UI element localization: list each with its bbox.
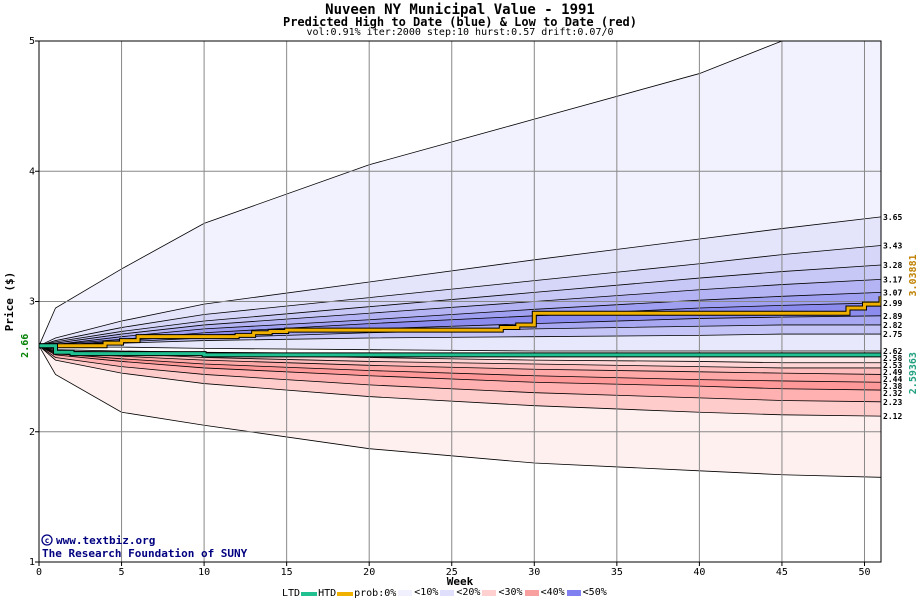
credit-organization: The Research Foundation of SUNY	[42, 547, 248, 560]
right-quantile-label-10: 2.58	[883, 354, 902, 363]
blue-band-9	[39, 334, 881, 351]
ltd-end-value-label: 2.59363	[908, 352, 919, 394]
legend-band-label-1: <20%	[456, 587, 481, 598]
legend-htd-swatch	[337, 591, 354, 596]
legend-band-label-4: <50%	[582, 587, 607, 598]
simulation-parameters: vol:0.91% iter:2000 step:10 hurst:0.57 d…	[306, 27, 614, 38]
chart-legend: LTD HTD prob:0% <10% <20% <30% <40% <50%	[282, 587, 607, 599]
right-quantile-label-0: 3.65	[883, 213, 902, 222]
x-tick-label-20: 20	[363, 567, 375, 578]
legend-band-swatch-0	[397, 589, 414, 597]
legend-band-swatch-3	[523, 589, 540, 597]
legend-bands: <10% <20% <30% <40% <50%	[396, 587, 607, 600]
right-quantile-label-6: 2.89	[883, 312, 902, 321]
right-quantile-label-14: 2.38	[883, 382, 902, 391]
htd-line	[39, 296, 881, 348]
right-quantile-label-7: 2.82	[883, 321, 902, 330]
right-quantile-label-3: 3.17	[883, 275, 902, 284]
legend-band-swatch-2	[481, 589, 498, 597]
legend-prob-label: prob:0%	[354, 587, 397, 599]
y-tick-label-3: 3	[29, 297, 35, 308]
legend-band-label-3: <40%	[540, 587, 565, 598]
red-band-2	[39, 345, 881, 375]
y-axis-label: Price ($)	[3, 272, 16, 332]
red-band-7	[39, 345, 881, 478]
right-quantile-label-12: 2.49	[883, 368, 902, 377]
right-quantile-label-2: 3.28	[883, 261, 902, 270]
legend-band-swatch-4	[565, 589, 582, 597]
right-quantile-label-4: 3.07	[883, 288, 902, 297]
legend-band-label-0: <10%	[414, 587, 439, 598]
blue-band-1	[39, 216, 881, 346]
plot-area	[39, 41, 881, 562]
x-tick-label-15: 15	[281, 567, 293, 578]
red-band-5	[39, 345, 881, 402]
red-band-1	[39, 345, 881, 368]
x-tick-label-40: 40	[693, 567, 705, 578]
chart-title: Nuveen NY Municipal Value - 1991	[325, 2, 595, 18]
x-tick-label-25: 25	[446, 567, 458, 578]
right-quantile-label-8: 2.75	[883, 330, 902, 339]
right-quantile-label-11: 2.53	[883, 361, 902, 370]
right-quantile-label-13: 2.44	[883, 375, 902, 384]
x-tick-label-0: 0	[36, 567, 42, 578]
right-quantile-label-1: 3.43	[883, 241, 902, 250]
blue-band-7	[39, 315, 881, 346]
blue-band-3	[39, 265, 881, 346]
legend-ltd-swatch	[301, 591, 318, 596]
x-tick-label-35: 35	[611, 567, 623, 578]
legend-htd-label: HTD	[318, 587, 337, 599]
red-band-3	[39, 345, 881, 383]
y-tick-label-1: 1	[29, 557, 35, 568]
ltd-line	[39, 344, 881, 357]
right-quantile-label-9: 2.62	[883, 347, 902, 356]
right-quantile-label-5: 2.99	[883, 299, 902, 308]
legend-band-label-2: <30%	[498, 587, 523, 598]
right-quantile-label-16: 2.23	[883, 398, 902, 407]
x-tick-label-5: 5	[119, 567, 125, 578]
blue-band-2	[39, 245, 881, 346]
credit-website: www.textbiz.org	[56, 534, 155, 547]
blue-band-0	[39, 41, 881, 346]
legend-band-swatch-1	[439, 589, 456, 597]
y-tick-label-4: 4	[29, 166, 35, 177]
legend-ltd-label: LTD	[282, 587, 301, 599]
chart-subtitle: Predicted High to Date (blue) & Low to D…	[282, 15, 637, 29]
copyright-icon-glyph: c	[45, 536, 50, 545]
x-tick-label-50: 50	[858, 567, 870, 578]
y-tick-label-5: 5	[29, 36, 35, 47]
red-band-0	[39, 345, 881, 363]
x-tick-label-30: 30	[528, 567, 540, 578]
x-tick-label-10: 10	[198, 567, 210, 578]
red-band-6	[39, 345, 881, 417]
right-quantile-label-17: 2.12	[883, 412, 902, 421]
start-value-label: 2.66	[20, 334, 31, 358]
copyright-icon	[41, 534, 53, 546]
blue-band-8	[39, 324, 881, 346]
right-quantile-label-15: 2.32	[883, 389, 902, 398]
x-tick-label-45: 45	[776, 567, 788, 578]
htd-end-value-label: 3.03881	[908, 254, 919, 296]
blue-band-4	[39, 279, 881, 346]
y-tick-label-2: 2	[29, 427, 35, 438]
x-axis-label: Week	[447, 575, 474, 588]
